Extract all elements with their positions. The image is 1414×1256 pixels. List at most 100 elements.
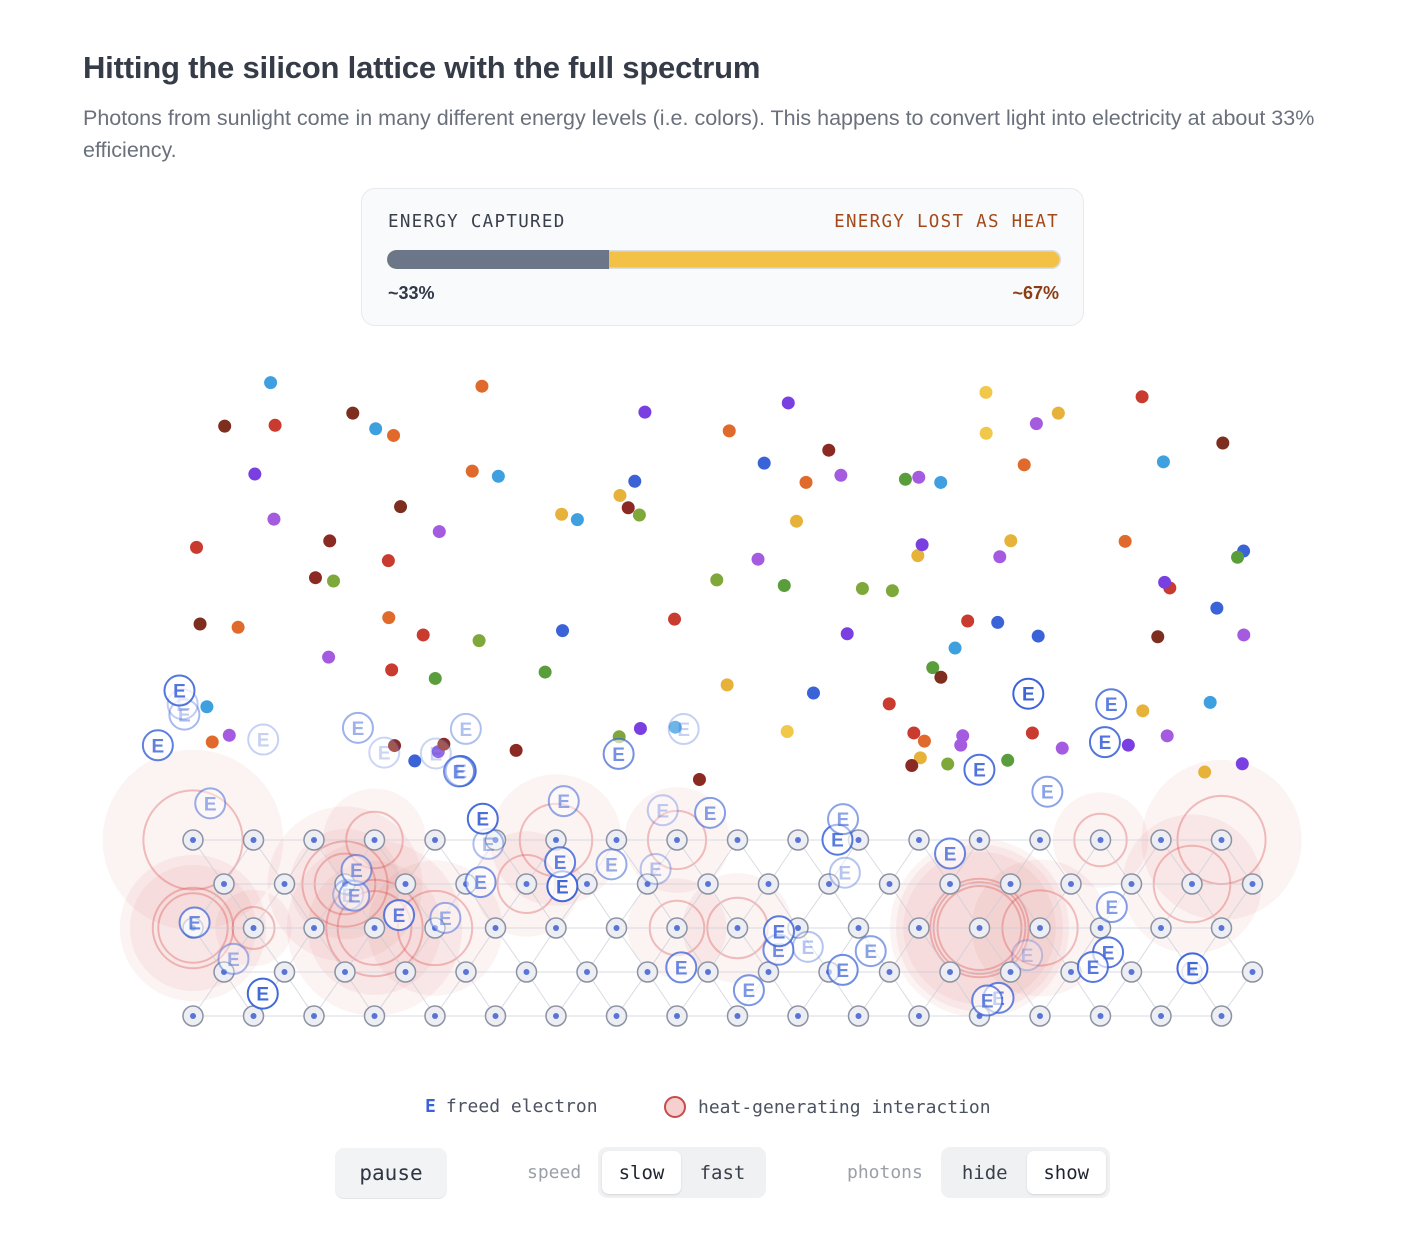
- photon: [722, 424, 736, 438]
- photon: [491, 469, 505, 483]
- photon: [205, 735, 219, 749]
- photons-hide-button[interactable]: hide: [945, 1151, 1025, 1194]
- photon: [780, 724, 794, 738]
- freed-electron: [217, 942, 250, 975]
- electron-label: E: [677, 720, 690, 741]
- photon: [710, 573, 724, 587]
- photon: [954, 738, 968, 752]
- electron-label: E: [474, 873, 487, 894]
- atom-core: [250, 1013, 257, 1019]
- electron-label: E: [981, 992, 994, 1013]
- speed-label: speed: [527, 1162, 582, 1183]
- atom-core: [826, 881, 832, 887]
- photon: [1017, 458, 1031, 472]
- photon: [934, 670, 948, 684]
- speed-fast-button[interactable]: fast: [683, 1151, 762, 1194]
- freed-electron: [595, 848, 628, 881]
- photon: [385, 663, 399, 677]
- electron-label: E: [649, 860, 662, 881]
- atom-core: [976, 837, 983, 843]
- energy-captured-fill: [387, 250, 610, 269]
- photon: [1118, 534, 1132, 548]
- freed-electron: [247, 723, 280, 756]
- atom-core: [886, 881, 893, 887]
- photon: [1231, 550, 1245, 564]
- photon: [193, 617, 207, 631]
- atom-core: [644, 881, 651, 887]
- photon: [267, 512, 281, 526]
- photon: [475, 379, 489, 393]
- electron-label: E: [836, 961, 849, 982]
- atom-core: [1218, 1013, 1225, 1019]
- freed-electron: [466, 802, 499, 835]
- electron-label: E: [656, 801, 669, 822]
- freed-electron: [368, 736, 401, 769]
- atom-core: [1189, 881, 1195, 887]
- atom-core: [190, 1013, 196, 1019]
- freed-electron: [419, 737, 452, 770]
- atom-core: [947, 969, 953, 975]
- atom-core: [886, 969, 893, 975]
- photon: [806, 686, 820, 700]
- photon: [472, 634, 486, 648]
- photon: [668, 720, 682, 734]
- photon: [777, 579, 791, 593]
- freed-electron: [827, 803, 860, 836]
- freed-electron: [246, 977, 279, 1010]
- electron-label: E: [476, 810, 489, 831]
- photon: [408, 754, 422, 768]
- atom-core: [795, 1013, 801, 1019]
- electron-label: E: [178, 706, 191, 727]
- atom-core: [1068, 881, 1074, 887]
- photon: [268, 418, 282, 432]
- freed-electron: [340, 853, 373, 886]
- freed-electron: [963, 753, 996, 786]
- photon: [885, 584, 899, 598]
- atom-core: [1097, 925, 1104, 931]
- photon: [882, 697, 896, 711]
- electron-label: E: [675, 958, 688, 979]
- electron-label: E: [1022, 685, 1035, 706]
- photon: [979, 385, 993, 399]
- freed-electron: [449, 712, 482, 745]
- photon: [264, 376, 278, 390]
- photon: [388, 739, 402, 753]
- freed-electron: [732, 974, 765, 1007]
- atom-core: [644, 969, 651, 975]
- photon: [961, 614, 975, 628]
- photon: [1198, 765, 1212, 779]
- photon: [991, 615, 1005, 629]
- atom-core: [765, 969, 772, 975]
- pause-button[interactable]: pause: [335, 1148, 447, 1198]
- freed-electron: [1011, 939, 1044, 972]
- electron-label: E: [837, 810, 850, 831]
- photon: [913, 751, 927, 765]
- freed-electron: [646, 794, 679, 827]
- atom-core: [795, 837, 801, 843]
- atom-core: [250, 837, 257, 843]
- electron-label: E: [1105, 898, 1118, 919]
- atom-core: [523, 881, 530, 887]
- photon: [387, 428, 401, 442]
- electron-label: E: [188, 914, 201, 935]
- electron-label: E: [227, 950, 240, 971]
- atom-core: [1037, 925, 1043, 931]
- electron-label: E: [393, 906, 406, 927]
- photons-show-button[interactable]: show: [1026, 1151, 1106, 1194]
- energy-meter: ENERGY CAPTURED ENERGY LOST AS HEAT ~33%…: [361, 188, 1084, 326]
- atom-core: [553, 1013, 559, 1019]
- photon: [1216, 436, 1230, 450]
- photon: [948, 641, 962, 655]
- electron-label: E: [1105, 695, 1118, 716]
- photon: [1151, 630, 1165, 644]
- atom-core: [855, 837, 862, 843]
- atom-core: [734, 837, 741, 843]
- photon: [1029, 417, 1043, 431]
- electron-label: E: [152, 736, 165, 757]
- photon: [912, 470, 926, 484]
- electron-label: E: [204, 794, 217, 815]
- atom-core: [1097, 837, 1104, 843]
- energy-captured-percent: ~33%: [388, 283, 435, 303]
- speed-slow-button[interactable]: slow: [602, 1151, 681, 1194]
